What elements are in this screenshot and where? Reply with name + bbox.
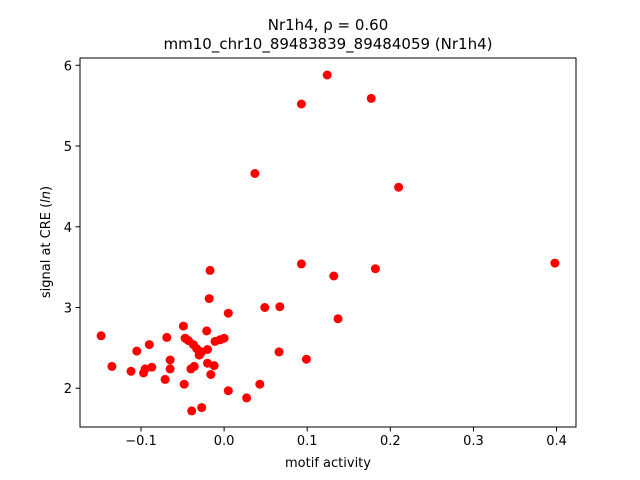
x-tick-label: 0.0 [214, 434, 235, 449]
y-tick-label: 2 [64, 382, 72, 397]
data-point [132, 346, 142, 356]
plot-area-frame [79, 57, 577, 428]
data-point [219, 333, 229, 343]
y-tick-label: 6 [64, 59, 72, 74]
data-point [96, 331, 106, 341]
data-point [296, 259, 306, 269]
data-point [178, 321, 188, 331]
data-point [187, 406, 197, 416]
data-point [275, 302, 285, 312]
data-point [162, 332, 172, 342]
y-tick-label: 3 [64, 301, 72, 316]
data-point [197, 403, 207, 413]
data-point [250, 169, 260, 178]
data-point [206, 370, 216, 379]
data-point [165, 364, 175, 374]
x-tick-label: 0.1 [297, 434, 318, 449]
x-axis-label: motif activity [285, 456, 371, 471]
data-points [96, 70, 560, 416]
data-point [203, 345, 212, 354]
data-point [296, 99, 306, 109]
x-axis-ticks: −0.1 0.0 0.1 0.2 0.3 0.4 [125, 427, 567, 449]
y-axis-label-italic: ln [39, 191, 54, 203]
x-tick-label: 0.4 [546, 434, 567, 449]
y-axis-label: signal at CRE (ln) [39, 186, 54, 298]
data-point [550, 258, 560, 268]
data-point [126, 366, 136, 376]
data-point [204, 294, 214, 304]
x-tick-label: 0.3 [463, 434, 484, 449]
data-point [107, 361, 117, 371]
data-point [209, 361, 219, 371]
data-point [189, 361, 199, 371]
data-point [242, 393, 252, 403]
data-point [179, 379, 189, 389]
data-point [322, 70, 332, 80]
data-point [329, 271, 339, 281]
data-point [202, 326, 212, 336]
y-tick-label: 5 [64, 140, 72, 155]
data-point [223, 308, 233, 318]
data-point [255, 379, 265, 389]
data-point [394, 182, 404, 192]
chart-title-line1: Nr1h4, ρ = 0.60 [268, 16, 389, 34]
data-point [147, 362, 157, 372]
data-point [205, 265, 215, 275]
data-point [260, 303, 270, 312]
data-point [144, 340, 154, 350]
y-axis-label-suffix: ) [39, 186, 54, 191]
data-point [301, 354, 311, 364]
data-point [366, 93, 376, 103]
y-axis-label-prefix: signal at CRE ( [39, 203, 54, 298]
chart-title-line2: mm10_chr10_89483839_89484059 (Nr1h4) [164, 35, 493, 54]
x-tick-label: −0.1 [125, 434, 157, 449]
data-point [165, 355, 175, 365]
x-tick-label: 0.2 [380, 434, 401, 449]
data-point [274, 347, 284, 357]
y-tick-label: 4 [64, 221, 72, 236]
data-point [160, 374, 170, 384]
data-point [223, 386, 233, 396]
y-axis-ticks: 2 3 4 5 6 [64, 59, 80, 397]
data-point [370, 264, 380, 274]
data-point [333, 314, 343, 324]
